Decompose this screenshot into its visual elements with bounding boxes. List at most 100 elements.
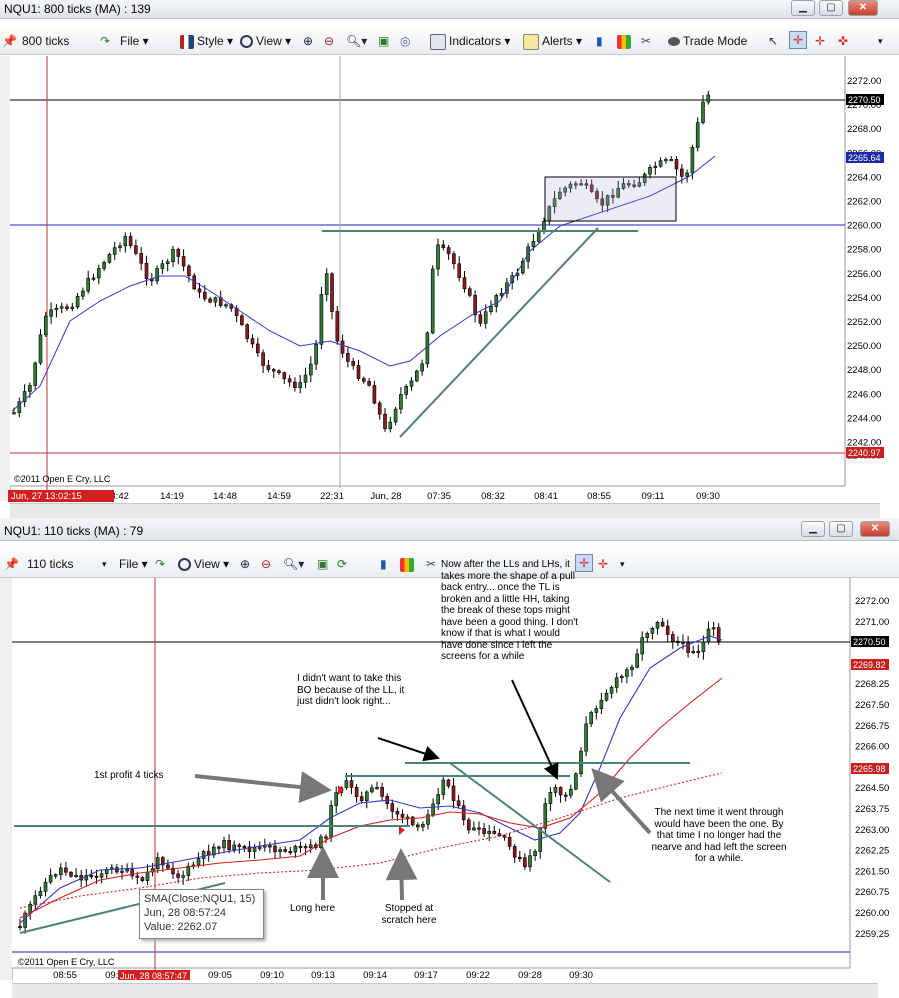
bottom-candle bbox=[43, 881, 48, 892]
top-time-label: 08:41 bbox=[534, 491, 558, 502]
bottom-color-grid-icon[interactable] bbox=[400, 556, 417, 572]
indicators-menu[interactable]: Indicators ▾ bbox=[430, 33, 510, 50]
top-candle bbox=[425, 332, 430, 365]
top-candle bbox=[118, 245, 122, 248]
bottom-price-label: 2271.00 bbox=[855, 617, 889, 628]
bottom-toolbar: 📌 110 ticks ▾ File ▾ ↷ View ▾ ⊕ ⊖ 🔍︎▾ ▣ … bbox=[0, 551, 899, 578]
bottom-candle bbox=[670, 634, 675, 642]
crosshair-select-icon[interactable]: ✛ bbox=[789, 31, 807, 49]
bottom-candle bbox=[512, 846, 517, 858]
top-ma-line bbox=[11, 155, 716, 412]
top-price-label: 2244.00 bbox=[847, 413, 881, 424]
bottom-price-label: 2268.25 bbox=[855, 679, 889, 690]
bottom-close-button[interactable]: ✕ bbox=[860, 521, 890, 537]
bottom-candle bbox=[201, 851, 206, 859]
top-candle bbox=[701, 101, 705, 123]
top-price-axis-bg bbox=[845, 56, 885, 486]
top-candle bbox=[308, 363, 313, 376]
bottom-period-dropdown-icon[interactable]: ▾ bbox=[102, 559, 107, 569]
tools-icon[interactable]: ✂ bbox=[641, 34, 652, 48]
color-grid-icon[interactable] bbox=[617, 33, 634, 49]
phone-icon[interactable]: ▮ bbox=[596, 34, 603, 48]
bottom-tools-icon[interactable]: ✂ bbox=[426, 557, 437, 571]
bottom-minimize-button[interactable]: ▁ bbox=[801, 521, 825, 537]
bottom-candle bbox=[48, 875, 53, 883]
bottom-overflow-icon[interactable]: ▾ bbox=[620, 559, 625, 569]
top-time-label: 08:32 bbox=[481, 491, 505, 502]
minimize-button[interactable]: ▁ bbox=[791, 0, 815, 16]
style-menu[interactable]: Style ▾ bbox=[180, 33, 233, 49]
bottom-time-label: 09:13 bbox=[311, 970, 335, 980]
top-candle bbox=[112, 247, 117, 255]
pointer-icon[interactable]: ↖ bbox=[768, 34, 779, 48]
top-trendline bbox=[399, 227, 599, 438]
bottom-pin-icon[interactable]: 📌 bbox=[4, 557, 19, 571]
profit-annotation: 1st profit 4 ticks bbox=[94, 770, 164, 781]
bottom-candle bbox=[257, 846, 262, 849]
top-horizontal-scrollbar[interactable] bbox=[10, 503, 880, 518]
bottom-red-ma-text: 2269.82 bbox=[853, 660, 886, 670]
top-candle bbox=[467, 288, 472, 296]
bottom-candle bbox=[130, 869, 134, 877]
bottom-price-label: 2264.50 bbox=[855, 783, 889, 794]
bottom-zoom-out-icon[interactable]: ⊖ bbox=[261, 557, 272, 571]
bottom-crosshair-icon[interactable]: ✛ bbox=[598, 557, 609, 571]
bottom-price-label: 2262.25 bbox=[855, 846, 889, 857]
bottom-refresh-icon[interactable]: ↷ bbox=[155, 557, 166, 571]
bottom-calculator-icon[interactable]: ▣ bbox=[317, 557, 329, 571]
top-ma-price-box bbox=[846, 152, 884, 163]
top-chart-area[interactable]: 2272.002270.002268.002266.002264.002262.… bbox=[0, 56, 899, 504]
top-candle bbox=[361, 378, 366, 382]
bottom-candle bbox=[421, 824, 425, 828]
bottom-candle bbox=[38, 891, 43, 896]
bottom-view-menu[interactable]: View ▾ bbox=[178, 556, 229, 572]
top-candle bbox=[97, 268, 101, 279]
top-candle bbox=[335, 311, 340, 342]
top-candle bbox=[595, 191, 599, 200]
target-icon[interactable]: ✜ bbox=[838, 34, 849, 48]
top-price-label: 2242.00 bbox=[847, 438, 881, 449]
period-select[interactable]: 800 ticks bbox=[22, 33, 114, 49]
bottom-maximize-button[interactable]: ▢ bbox=[829, 521, 853, 537]
close-button[interactable]: ✕ bbox=[848, 0, 878, 16]
bottom-candle bbox=[533, 851, 537, 857]
bottom-crosshair-select-icon[interactable]: ✛ bbox=[575, 554, 593, 572]
zoom-in-icon[interactable]: ⊕ bbox=[303, 34, 314, 48]
refresh-icon[interactable]: ↷ bbox=[100, 34, 111, 48]
top-candle bbox=[314, 343, 318, 365]
zoom-out-icon[interactable]: ⊖ bbox=[324, 34, 335, 48]
top-candle bbox=[520, 261, 525, 274]
bottom-candle bbox=[681, 641, 685, 644]
file-menu[interactable]: File ▾ bbox=[120, 34, 149, 48]
zoom-icon[interactable]: 🔍︎▾ bbox=[346, 34, 368, 48]
top-candle bbox=[626, 183, 631, 186]
overflow-icon[interactable]: ▾ bbox=[878, 36, 883, 46]
crosshair-icon[interactable]: ✛ bbox=[815, 34, 826, 48]
bottom-candle bbox=[502, 835, 507, 838]
spiral-icon[interactable]: ◎ bbox=[400, 34, 411, 48]
bottom-horizontal-scrollbar[interactable] bbox=[12, 983, 878, 998]
bottom-file-menu[interactable]: File ▾ bbox=[119, 557, 148, 571]
maximize-button[interactable]: ▢ bbox=[819, 0, 843, 16]
top-candle bbox=[499, 292, 504, 296]
bottom-price-label: 2267.50 bbox=[855, 700, 889, 711]
top-candle bbox=[446, 247, 451, 255]
top-candle bbox=[12, 412, 16, 415]
top-candle bbox=[621, 183, 626, 189]
bottom-zoom-icon[interactable]: 🔍︎▾ bbox=[283, 557, 305, 571]
bottom-candle bbox=[155, 857, 160, 870]
bottom-sync-icon[interactable]: ⟳ bbox=[337, 557, 348, 571]
bottom-candle bbox=[426, 814, 430, 825]
bottom-phone-icon[interactable]: ▮ bbox=[380, 557, 387, 571]
alerts-menu[interactable]: Alerts ▾ bbox=[523, 33, 582, 50]
view-menu[interactable]: View ▾ bbox=[240, 33, 291, 49]
bottom-candle bbox=[74, 874, 78, 878]
top-ma-price-text: 2265.64 bbox=[848, 153, 881, 163]
bottom-price-label: 2266.00 bbox=[855, 742, 889, 753]
calculator-icon[interactable]: ▣ bbox=[378, 34, 390, 48]
bottom-candle bbox=[482, 828, 486, 834]
bottom-zoom-in-icon[interactable]: ⊕ bbox=[240, 557, 251, 571]
trade-mode-button[interactable]: Trade Mode bbox=[668, 33, 747, 49]
pin-icon[interactable]: 📌 bbox=[2, 34, 17, 48]
bottom-period-select[interactable]: 110 ticks bbox=[27, 556, 107, 572]
